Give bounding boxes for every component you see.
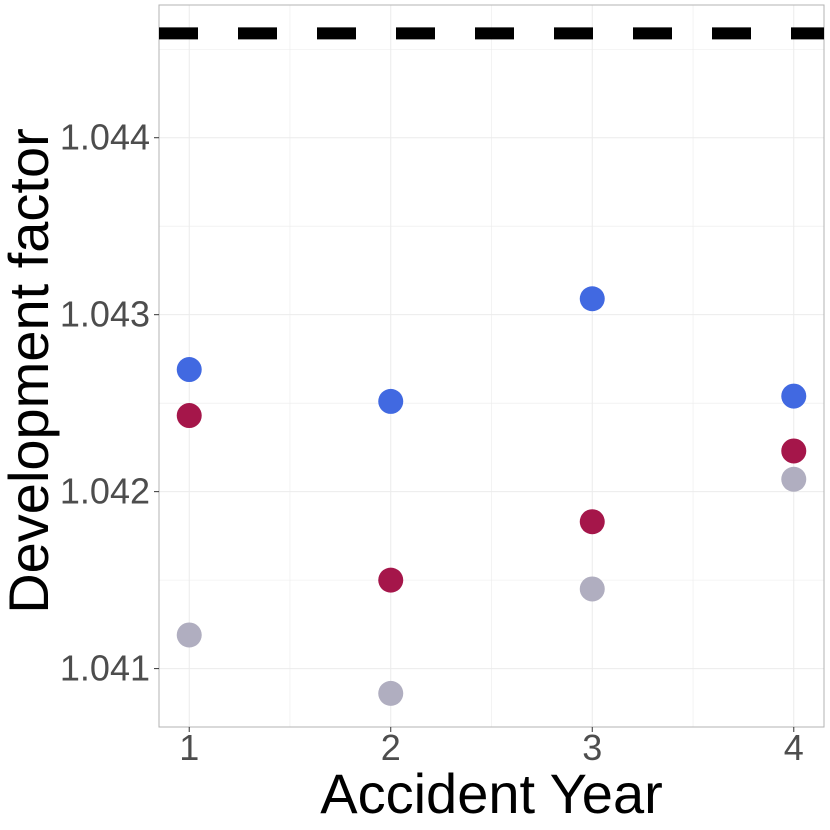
y-axis-title: Development factor (0, 128, 60, 614)
x-tick-label: 1 (179, 727, 199, 768)
y-tick-label: 1.042 (60, 471, 150, 512)
x-axis-ticks: 1 2 3 4 (179, 727, 804, 768)
data-point-series-1 (579, 286, 605, 312)
data-point-series-1 (378, 388, 404, 414)
x-tick-label: 4 (784, 727, 804, 768)
data-point-series-2 (579, 509, 605, 535)
data-point-series-2 (176, 403, 202, 429)
y-tick-label: 1.044 (60, 117, 150, 158)
x-tick-label: 2 (381, 727, 401, 768)
data-point-series-3 (176, 622, 202, 648)
data-point-series-3 (579, 576, 605, 602)
y-tick-label: 1.041 (60, 648, 150, 689)
data-point-series-1 (781, 383, 807, 409)
data-point-series-3 (781, 466, 807, 492)
x-tick-label: 3 (582, 727, 602, 768)
grid (159, 5, 824, 727)
y-axis-ticks: 1.041 1.042 1.043 1.044 (60, 117, 159, 689)
data-points (176, 286, 807, 706)
data-point-series-2 (781, 438, 807, 464)
x-axis-title: Accident Year (320, 762, 662, 825)
panel-border (158, 4, 825, 728)
data-point-series-2 (378, 567, 404, 593)
y-tick-label: 1.043 (60, 294, 150, 335)
data-point-series-3 (378, 680, 404, 706)
data-point-series-1 (176, 357, 202, 383)
